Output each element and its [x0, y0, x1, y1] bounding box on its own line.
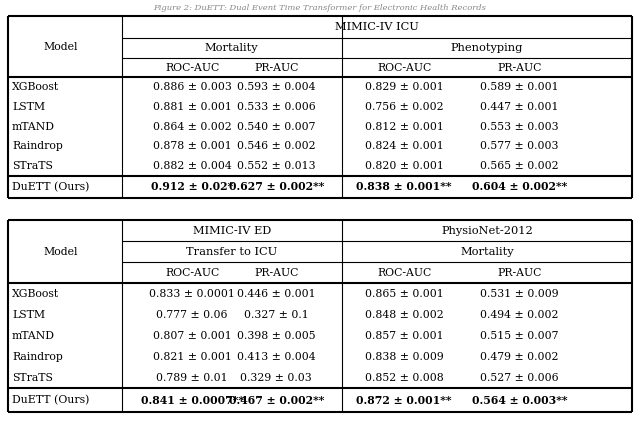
Text: 0.329 ± 0.03: 0.329 ± 0.03	[241, 373, 312, 383]
Text: 0.841 ± 0.0007**: 0.841 ± 0.0007**	[141, 394, 244, 406]
Text: LSTM: LSTM	[12, 310, 45, 320]
Text: PhysioNet-2012: PhysioNet-2012	[441, 226, 532, 235]
Text: PR-AUC: PR-AUC	[497, 63, 542, 73]
Text: 0.812 ± 0.001: 0.812 ± 0.001	[365, 122, 444, 132]
Text: Phenotyping: Phenotyping	[451, 43, 523, 53]
Text: DuETT (Ours): DuETT (Ours)	[12, 395, 90, 405]
Text: 0.838 ± 0.009: 0.838 ± 0.009	[365, 352, 444, 362]
Text: 0.833 ± 0.0001: 0.833 ± 0.0001	[149, 289, 235, 298]
Text: 0.527 ± 0.006: 0.527 ± 0.006	[481, 373, 559, 383]
Text: ROC-AUC: ROC-AUC	[377, 268, 431, 277]
Text: 0.777 ± 0.06: 0.777 ± 0.06	[156, 310, 228, 320]
Text: 0.912 ± 0.02*: 0.912 ± 0.02*	[151, 181, 233, 192]
Text: 0.829 ± 0.001: 0.829 ± 0.001	[365, 83, 444, 92]
Text: PR-AUC: PR-AUC	[254, 63, 298, 73]
Text: 0.882 ± 0.004: 0.882 ± 0.004	[153, 161, 232, 171]
Text: 0.789 ± 0.01: 0.789 ± 0.01	[156, 373, 228, 383]
Text: Model: Model	[44, 247, 78, 256]
Text: 0.864 ± 0.002: 0.864 ± 0.002	[153, 122, 232, 132]
Text: 0.604 ± 0.002**: 0.604 ± 0.002**	[472, 181, 567, 192]
Text: 0.398 ± 0.005: 0.398 ± 0.005	[237, 331, 316, 341]
Text: Mortality: Mortality	[460, 247, 514, 256]
Text: 0.848 ± 0.002: 0.848 ± 0.002	[365, 310, 444, 320]
Text: 0.413 ± 0.004: 0.413 ± 0.004	[237, 352, 316, 362]
Text: 0.593 ± 0.004: 0.593 ± 0.004	[237, 83, 316, 92]
Text: 0.881 ± 0.001: 0.881 ± 0.001	[153, 102, 232, 112]
Text: 0.838 ± 0.001**: 0.838 ± 0.001**	[356, 181, 452, 192]
Text: 0.886 ± 0.003: 0.886 ± 0.003	[153, 83, 232, 92]
Text: 0.447 ± 0.001: 0.447 ± 0.001	[481, 102, 559, 112]
Text: 0.872 ± 0.001**: 0.872 ± 0.001**	[356, 394, 452, 406]
Text: 0.479 ± 0.002: 0.479 ± 0.002	[481, 352, 559, 362]
Text: 0.852 ± 0.008: 0.852 ± 0.008	[365, 373, 444, 383]
Text: ROC-AUC: ROC-AUC	[165, 268, 220, 277]
Text: mTAND: mTAND	[12, 331, 55, 341]
Text: 0.515 ± 0.007: 0.515 ± 0.007	[481, 331, 559, 341]
Text: Model: Model	[44, 42, 78, 52]
Text: 0.807 ± 0.001: 0.807 ± 0.001	[153, 331, 232, 341]
Text: 0.446 ± 0.001: 0.446 ± 0.001	[237, 289, 316, 298]
Text: Figure 2: DuETT: Dual Event Time Transformer for Electronic Health Records: Figure 2: DuETT: Dual Event Time Transfo…	[154, 4, 486, 12]
Text: LSTM: LSTM	[12, 102, 45, 112]
Text: 0.821 ± 0.001: 0.821 ± 0.001	[153, 352, 232, 362]
Text: ROC-AUC: ROC-AUC	[165, 63, 220, 73]
Text: 0.878 ± 0.001: 0.878 ± 0.001	[153, 141, 232, 152]
Text: 0.531 ± 0.009: 0.531 ± 0.009	[481, 289, 559, 298]
Text: 0.824 ± 0.001: 0.824 ± 0.001	[365, 141, 444, 152]
Text: 0.589 ± 0.001: 0.589 ± 0.001	[481, 83, 559, 92]
Text: Transfer to ICU: Transfer to ICU	[186, 247, 277, 256]
Text: 0.553 ± 0.003: 0.553 ± 0.003	[481, 122, 559, 132]
Text: 0.857 ± 0.001: 0.857 ± 0.001	[365, 331, 444, 341]
Text: 0.552 ± 0.013: 0.552 ± 0.013	[237, 161, 316, 171]
Text: 0.546 ± 0.002: 0.546 ± 0.002	[237, 141, 316, 152]
Text: Raindrop: Raindrop	[12, 141, 63, 152]
Text: 0.577 ± 0.003: 0.577 ± 0.003	[481, 141, 559, 152]
Text: 0.820 ± 0.001: 0.820 ± 0.001	[365, 161, 444, 171]
Text: mTAND: mTAND	[12, 122, 55, 132]
Text: MIMIC-IV ICU: MIMIC-IV ICU	[335, 22, 419, 32]
Text: 0.327 ± 0.1: 0.327 ± 0.1	[244, 310, 308, 320]
Text: 0.467 ± 0.002**: 0.467 ± 0.002**	[228, 394, 324, 406]
Text: STraTS: STraTS	[12, 373, 53, 383]
Text: MIMIC-IV ED: MIMIC-IV ED	[193, 226, 271, 235]
Text: XGBoost: XGBoost	[12, 83, 59, 92]
Text: Raindrop: Raindrop	[12, 352, 63, 362]
Text: 0.756 ± 0.002: 0.756 ± 0.002	[365, 102, 444, 112]
Text: 0.533 ± 0.006: 0.533 ± 0.006	[237, 102, 316, 112]
Text: STraTS: STraTS	[12, 161, 53, 171]
Text: DuETT (Ours): DuETT (Ours)	[12, 182, 90, 192]
Text: PR-AUC: PR-AUC	[254, 268, 298, 277]
Text: 0.627 ± 0.002**: 0.627 ± 0.002**	[228, 181, 324, 192]
Text: XGBoost: XGBoost	[12, 289, 59, 298]
Text: 0.540 ± 0.007: 0.540 ± 0.007	[237, 122, 316, 132]
Text: PR-AUC: PR-AUC	[497, 268, 542, 277]
Text: 0.565 ± 0.002: 0.565 ± 0.002	[481, 161, 559, 171]
Text: ROC-AUC: ROC-AUC	[377, 63, 431, 73]
Text: 0.494 ± 0.002: 0.494 ± 0.002	[481, 310, 559, 320]
Text: 0.564 ± 0.003**: 0.564 ± 0.003**	[472, 394, 568, 406]
Text: 0.865 ± 0.001: 0.865 ± 0.001	[365, 289, 444, 298]
Text: Mortality: Mortality	[205, 43, 259, 53]
